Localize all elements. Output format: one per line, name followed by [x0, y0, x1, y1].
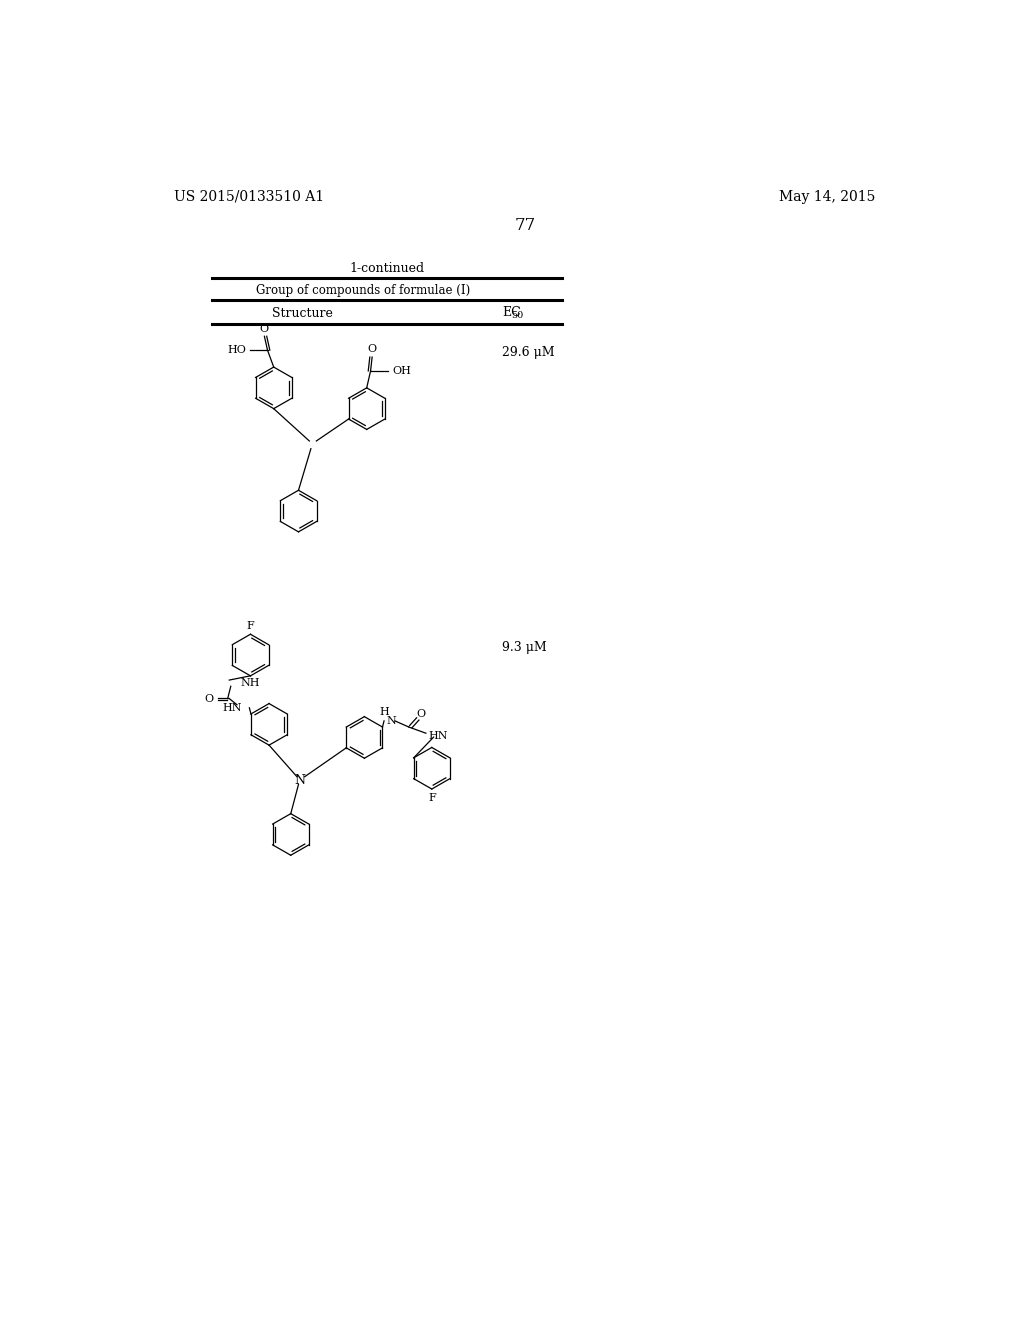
- Text: 1-continued: 1-continued: [349, 261, 424, 275]
- Text: N: N: [387, 715, 396, 726]
- Text: HN: HN: [428, 731, 447, 742]
- Text: EC: EC: [503, 306, 521, 319]
- Text: 9.3 μM: 9.3 μM: [502, 640, 546, 653]
- Text: F: F: [247, 620, 254, 631]
- Text: NH: NH: [240, 678, 259, 688]
- Text: O: O: [368, 345, 377, 354]
- Text: 29.6 μM: 29.6 μM: [502, 346, 554, 359]
- Text: OH: OH: [392, 366, 412, 376]
- Text: HO: HO: [227, 345, 247, 355]
- Text: May 14, 2015: May 14, 2015: [778, 190, 876, 203]
- Text: H: H: [379, 706, 389, 717]
- Text: US 2015/0133510 A1: US 2015/0133510 A1: [174, 190, 325, 203]
- Text: O: O: [416, 709, 425, 719]
- Text: O: O: [205, 693, 214, 704]
- Text: HN: HN: [222, 702, 242, 713]
- Text: N: N: [295, 774, 305, 787]
- Text: Group of compounds of formulae (I): Group of compounds of formulae (I): [256, 284, 471, 297]
- Text: 50: 50: [511, 312, 523, 319]
- Text: 77: 77: [514, 216, 536, 234]
- Text: Structure: Structure: [272, 308, 333, 321]
- Text: F: F: [428, 793, 435, 804]
- Text: O: O: [260, 323, 269, 334]
